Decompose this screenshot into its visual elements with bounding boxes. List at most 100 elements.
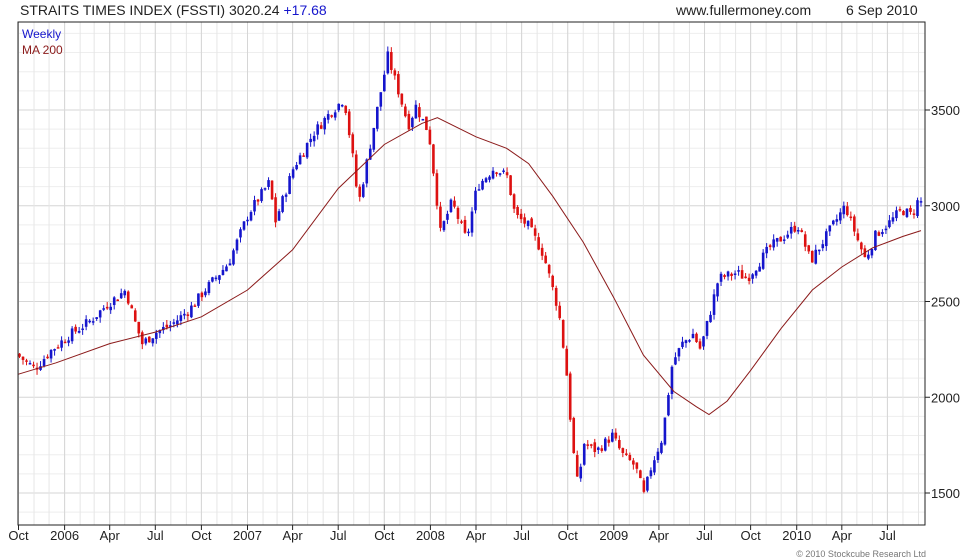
candle-body [158,330,162,334]
candle-body [839,212,842,221]
ma-200-line [17,117,922,416]
candle-body [716,283,719,297]
candle-body [751,274,754,279]
candle-body [84,319,88,327]
candle-body [42,359,46,366]
candle-body [281,196,284,212]
candle-body [383,74,386,92]
candle-body [126,291,130,304]
candle-body [372,127,376,150]
candle-body [779,236,782,242]
candle-body [888,220,891,228]
candle-body [663,417,667,445]
candle-body [46,356,49,359]
candle-body [919,201,923,203]
x-tick-label: Jul [696,528,713,543]
candle-body [523,217,526,224]
candle-body [860,242,863,250]
candle-body [758,266,761,272]
candle-body [502,170,505,172]
candle-body [639,470,642,479]
candle-body [354,154,358,187]
chart-title: STRAITS TIMES INDEX (FSSTI) 3020.24 +17.… [20,2,327,18]
candle-body [225,266,228,272]
candle-body [130,305,134,309]
candle-body [516,206,519,215]
candle-body [309,138,312,143]
candle-body [554,287,558,306]
x-tick-label: 2010 [782,528,811,543]
candle-body [176,320,179,325]
candle-body [810,250,814,263]
candle-body [495,172,498,174]
candle-body [702,336,705,347]
candle-body [540,247,544,256]
candle-body [361,184,365,197]
candle-body [193,305,197,307]
candle-body [817,249,821,252]
candle-body [267,180,270,187]
candle-body [596,447,600,450]
candle-body [621,448,625,453]
candle-body [347,111,351,136]
index-change: +17.68 [283,2,327,18]
candle-body [232,250,235,265]
candle-body [197,293,200,306]
candle-body [270,180,274,200]
candle-body [112,297,116,306]
candle-body [530,218,533,228]
candle-body [533,228,537,236]
candle-body [568,373,572,420]
candle-body [842,205,846,215]
x-tick-label: Apr [649,528,670,543]
candle-body [589,444,593,446]
candle-body [547,264,551,274]
candle-body [144,338,148,344]
candle-body [695,333,698,343]
candle-body [614,432,618,439]
candle-body [575,455,579,477]
candle-body [239,229,242,238]
index-label: STRAITS TIMES INDEX (FSSTI) 3020.24 [20,2,280,18]
candle-body [133,310,137,322]
candle-body [263,188,267,190]
candle-body [147,336,151,343]
candle-body [793,225,797,232]
legend-ma-200: MA 200 [22,43,63,57]
candle-body [365,159,369,184]
candle-body [407,113,411,130]
candle-body [98,310,102,318]
candle-body [421,118,425,121]
candle-body [302,155,305,157]
candle-body [460,221,463,223]
candle-body [635,462,639,469]
candle-body [102,308,105,310]
candle-body [242,221,246,230]
candle-body [330,115,333,117]
candle-body [853,216,856,232]
y-tick-label: 2500 [931,295,960,310]
candle-body [909,207,912,212]
candle-body [582,443,586,465]
candle-body [249,212,253,221]
candle-body [190,305,193,318]
candle-body [67,340,70,343]
candle-body [765,246,768,254]
candle-body [632,460,635,465]
candle-body [428,129,432,145]
candle-body [667,395,670,416]
x-tick-label: Oct [740,528,761,543]
candle-body [730,273,733,276]
candle-body [698,341,702,349]
plot-frame [17,21,926,526]
candle-body [884,228,888,231]
x-tick-label: Apr [100,528,121,543]
candle-body [846,206,849,216]
candle-body [393,70,397,76]
candle-body [558,305,561,319]
candle-body [119,293,123,299]
candle-body [488,176,491,180]
candle-body [449,199,453,212]
candle-body [260,189,263,202]
